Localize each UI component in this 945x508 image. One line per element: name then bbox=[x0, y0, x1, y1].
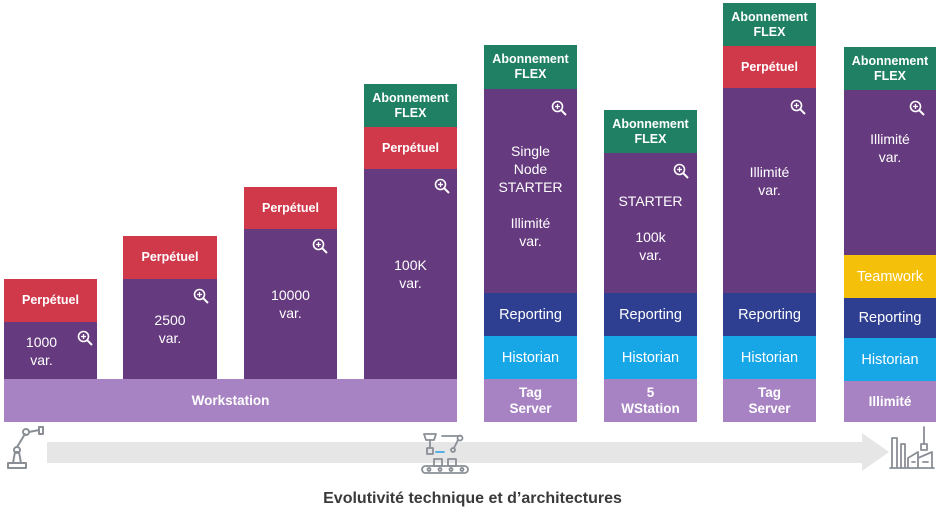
abonnement-flex-header: Abonnement FLEX bbox=[364, 84, 457, 127]
caption: Evolutivité technique et d’architectures bbox=[323, 490, 622, 507]
perpetuel-header: Perpétuel bbox=[364, 127, 457, 169]
column-body: 2500 var. bbox=[123, 279, 217, 379]
column-footer: Illimité bbox=[844, 381, 936, 422]
robot-arm-icon bbox=[7, 426, 44, 469]
abonnement-flex-header: Abonnement FLEX bbox=[723, 3, 816, 46]
column-body: 10000 var. bbox=[244, 229, 337, 379]
abonnement-flex-header: Abonnement FLEX bbox=[844, 47, 936, 90]
perpetuel-header: Perpétuel bbox=[723, 46, 816, 88]
reporting-bar: Reporting bbox=[844, 298, 936, 338]
zoom-icon[interactable] bbox=[77, 330, 93, 346]
historian-bar: Historian bbox=[604, 336, 697, 379]
historian-bar: Historian bbox=[844, 338, 936, 381]
perpetuel-header: Perpétuel bbox=[244, 187, 337, 229]
zoom-icon[interactable] bbox=[790, 99, 806, 115]
column-footer: 5 WStation bbox=[604, 379, 697, 422]
zoom-icon[interactable] bbox=[434, 178, 450, 194]
reporting-bar: Reporting bbox=[484, 293, 577, 336]
factory-icon bbox=[889, 426, 935, 469]
column-footer: Tag Server bbox=[723, 379, 816, 422]
column-body: STARTER 100k var. bbox=[604, 153, 697, 293]
zoom-icon[interactable] bbox=[909, 100, 925, 116]
zoom-icon[interactable] bbox=[312, 238, 328, 254]
historian-bar: Historian bbox=[723, 336, 816, 379]
column-body: Illimité var. bbox=[844, 90, 936, 255]
zoom-icon[interactable] bbox=[551, 100, 567, 116]
zoom-icon[interactable] bbox=[673, 163, 689, 179]
column-body: Illimité var. bbox=[723, 88, 816, 293]
column-footer: Tag Server bbox=[484, 379, 577, 422]
abonnement-flex-header: Abonnement FLEX bbox=[484, 45, 577, 89]
production-line-icon bbox=[421, 433, 469, 474]
perpetuel-header: Perpétuel bbox=[123, 236, 217, 279]
historian-bar: Historian bbox=[484, 336, 577, 379]
teamwork-bar: Teamwork bbox=[844, 255, 936, 298]
perpetuel-header: Perpétuel bbox=[4, 279, 97, 322]
reporting-bar: Reporting bbox=[604, 293, 697, 336]
zoom-icon[interactable] bbox=[193, 288, 209, 304]
column-body: 100K var. bbox=[364, 169, 457, 379]
arrow-icon bbox=[47, 433, 889, 471]
workstation-bar: Workstation bbox=[4, 379, 457, 422]
reporting-bar: Reporting bbox=[723, 293, 816, 336]
column-body: Single Node STARTER Illimité var. bbox=[484, 89, 577, 293]
abonnement-flex-header: Abonnement FLEX bbox=[604, 110, 697, 153]
